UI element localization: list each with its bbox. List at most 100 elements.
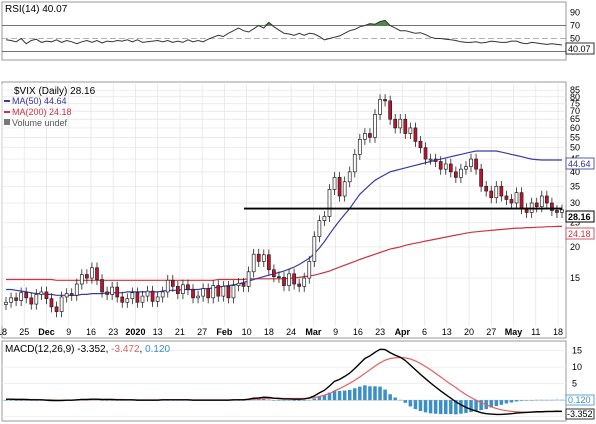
candle-body-27 bbox=[140, 295, 145, 303]
candle-body-93 bbox=[474, 158, 478, 170]
price-xtick-5: 23 bbox=[108, 327, 118, 337]
candle-body-48 bbox=[246, 271, 251, 287]
macd-right-tags: 0.120 -3.352 bbox=[565, 394, 595, 420]
legend-vix: $VIX (Daily) 28.16 bbox=[14, 86, 96, 97]
macd-hist-bar-21 bbox=[110, 400, 114, 401]
macd-hist-bar-64 bbox=[327, 392, 332, 401]
macd-signal-value: -3.472 bbox=[111, 344, 140, 355]
price-ytick-30: 30 bbox=[570, 198, 580, 208]
price-xtick-13: 24 bbox=[286, 327, 296, 337]
macd-hist-bar-96 bbox=[489, 400, 493, 408]
macd-hist-value: 0.120 bbox=[145, 344, 170, 355]
macd-hist-bar-54 bbox=[277, 400, 281, 401]
candle-body-108 bbox=[550, 202, 554, 211]
macd-hist-tag-box bbox=[565, 394, 595, 406]
candle-body-26 bbox=[135, 292, 140, 303]
macd-panel: 151050 MACD(12,26,9) -3.352, -3.472, 0.1… bbox=[1, 340, 595, 422]
candle-body-95 bbox=[484, 185, 489, 192]
ma50-line bbox=[6, 150, 562, 296]
macd-hist-bar-66 bbox=[337, 390, 342, 401]
macd-hist-bar-100 bbox=[509, 400, 514, 403]
candle-body-10 bbox=[54, 306, 59, 313]
candle-body-97 bbox=[494, 185, 499, 199]
macd-hist-bar-61 bbox=[312, 398, 317, 401]
legend-volume: Volume undef bbox=[12, 118, 68, 128]
price-xtick-1: 25 bbox=[19, 327, 29, 337]
candle-body-68 bbox=[347, 171, 352, 183]
macd-hist-bar-86 bbox=[438, 400, 443, 415]
candle-body-62 bbox=[317, 220, 322, 237]
rsi-tag-text: 40.07 bbox=[568, 44, 591, 54]
price-ytick-40: 40 bbox=[570, 167, 580, 177]
candle-body-12 bbox=[64, 293, 69, 298]
price-xtick-3: 9 bbox=[66, 327, 71, 337]
macd-hist-bar-78 bbox=[398, 399, 403, 401]
macd-hist-bar-81 bbox=[413, 400, 418, 410]
macd-hist-bar-103 bbox=[524, 400, 529, 401]
candle-body-69 bbox=[352, 154, 357, 173]
candle-body-73 bbox=[373, 114, 377, 138]
macd-hist-tag-text: 0.120 bbox=[568, 395, 591, 405]
macd-hist-bar-85 bbox=[433, 400, 438, 414]
price-ytick-85: 85 bbox=[570, 85, 580, 95]
macd-hist-bar-19 bbox=[100, 400, 104, 401]
price-xtick-16: 16 bbox=[353, 327, 363, 337]
candle-body-2 bbox=[14, 297, 18, 301]
macd-hist-bar-106 bbox=[540, 399, 544, 401]
candle-body-33 bbox=[170, 279, 175, 287]
rsi-frame bbox=[1, 1, 567, 61]
candle-body-15 bbox=[79, 274, 84, 285]
macd-hist-bar-98 bbox=[499, 400, 504, 405]
price-xtick-19: 6 bbox=[422, 327, 427, 337]
macd-hist-bar-79 bbox=[403, 400, 408, 403]
rsi-tick-90: 90 bbox=[570, 8, 580, 18]
price-xtick-2: Dec bbox=[38, 327, 55, 337]
candle-body-78 bbox=[398, 118, 403, 129]
macd-label: MACD(12,26,9) -3.352, -3.472, 0.120 bbox=[5, 344, 171, 355]
candle-body-85 bbox=[433, 158, 438, 162]
candle-body-20 bbox=[105, 291, 109, 295]
price-xtick-25: 18 bbox=[553, 327, 563, 337]
candle-body-67 bbox=[342, 181, 347, 197]
candle-body-79 bbox=[403, 118, 408, 134]
candle-body-54 bbox=[277, 276, 281, 278]
price-legend: $VIX (Daily) 28.16 MA(50) 44.64 MA(200) … bbox=[4, 86, 96, 128]
candle-body-11 bbox=[59, 296, 64, 313]
candle-body-82 bbox=[418, 141, 423, 149]
candle-body-64 bbox=[327, 189, 332, 217]
macd-tick-5: 5 bbox=[572, 379, 577, 389]
price-xtick-9: 27 bbox=[197, 327, 207, 337]
macd-hist-bar-53 bbox=[272, 400, 276, 401]
price-xtick-15: 9 bbox=[333, 327, 338, 337]
macd-hist-bar-51 bbox=[262, 398, 266, 401]
macd-hist-bar-65 bbox=[332, 390, 337, 401]
legend-ma200: MA(200) 24.18 bbox=[12, 107, 72, 117]
candle-body-63 bbox=[322, 216, 327, 221]
price-xtick-21: 20 bbox=[464, 327, 474, 337]
candle-body-50 bbox=[256, 253, 261, 262]
price-ytick-25: 25 bbox=[570, 218, 580, 228]
candle-body-101 bbox=[514, 192, 519, 204]
candle-body-32 bbox=[165, 279, 170, 293]
candle-body-41 bbox=[211, 285, 216, 299]
candle-body-46 bbox=[236, 282, 241, 286]
legend-volume-swatch bbox=[4, 119, 10, 125]
rsi-line bbox=[5, 19, 563, 46]
candle-body-89 bbox=[454, 171, 458, 178]
candle-body-105 bbox=[534, 202, 539, 208]
macd-hist-bar-109 bbox=[555, 399, 559, 401]
macd-hist-bar-0 bbox=[4, 400, 8, 401]
macd-hist-bar-57 bbox=[292, 400, 296, 401]
ma200-tag-box bbox=[565, 227, 595, 240]
macd-hist-bar-1 bbox=[9, 400, 13, 401]
macd-hist-bar-82 bbox=[418, 400, 423, 412]
price-xtick-17: 23 bbox=[375, 327, 385, 337]
candle-body-16 bbox=[85, 274, 89, 279]
macd-hist-bar-74 bbox=[378, 386, 382, 401]
candle-body-58 bbox=[297, 283, 302, 287]
candle-body-91 bbox=[464, 166, 468, 170]
macd-hist-bar-104 bbox=[529, 400, 534, 401]
macd-value: -3.352 bbox=[77, 344, 106, 355]
candle-body-38 bbox=[196, 295, 200, 299]
